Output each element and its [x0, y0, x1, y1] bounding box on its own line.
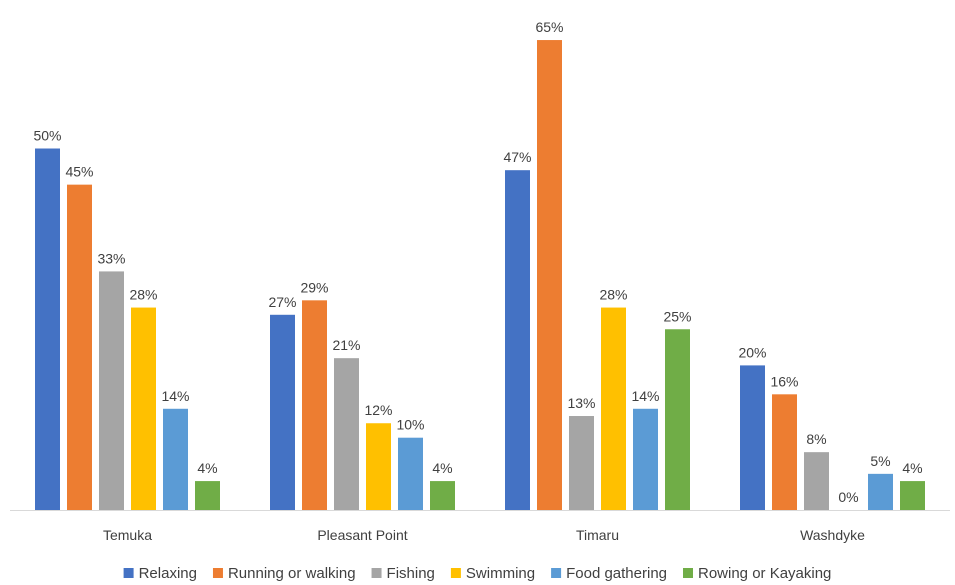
category-label-washdyke: Washdyke — [800, 527, 865, 543]
legend-label-relaxing: Relaxing — [139, 565, 197, 582]
legend-label-running-or-walking: Running or walking — [228, 565, 356, 582]
data-label-temuka-food-gathering: 14% — [161, 388, 189, 404]
legend-swatch-rowing-or-kayaking — [683, 568, 693, 578]
data-label-timaru-rowing-or-kayaking: 25% — [663, 308, 691, 324]
data-label-timaru-swimming: 28% — [599, 287, 627, 303]
data-label-temuka-running-or-walking: 45% — [65, 164, 93, 180]
bar-timaru-rowing-or-kayaking — [665, 329, 690, 510]
category-label-timaru: Timaru — [576, 527, 619, 543]
legend-item-swimming: Swimming — [450, 565, 535, 582]
bar-temuka-food-gathering — [163, 408, 188, 510]
bar-pleasant-point-rowing-or-kayaking — [430, 481, 455, 510]
data-label-temuka-relaxing: 50% — [33, 128, 61, 144]
data-label-washdyke-fishing: 8% — [806, 431, 826, 447]
legend-swatch-relaxing — [123, 568, 134, 578]
bar-pleasant-point-relaxing — [270, 314, 295, 510]
bar-timaru-relaxing — [505, 170, 530, 510]
legend-label-fishing: Fishing — [387, 565, 435, 582]
legend-item-relaxing: Relaxing — [123, 565, 197, 582]
data-label-temuka-rowing-or-kayaking: 4% — [197, 460, 217, 476]
data-label-timaru-fishing: 13% — [567, 395, 595, 411]
bar-washdyke-fishing — [804, 452, 829, 510]
legend-label-rowing-or-kayaking: Rowing or Kayaking — [698, 565, 831, 582]
bar-timaru-fishing — [569, 416, 594, 510]
data-label-temuka-fishing: 33% — [97, 250, 125, 266]
data-label-washdyke-swimming: 0% — [838, 489, 858, 505]
data-label-pleasant-point-rowing-or-kayaking: 4% — [432, 460, 452, 476]
bar-timaru-food-gathering — [633, 408, 658, 510]
data-label-washdyke-running-or-walking: 16% — [770, 373, 798, 389]
bar-temuka-swimming — [131, 307, 156, 510]
data-label-washdyke-relaxing: 20% — [738, 344, 766, 360]
legend-swatch-food-gathering — [551, 568, 562, 578]
legend: Relaxing Running or walking Fishing Swimmin… — [123, 565, 831, 582]
bar-timaru-swimming — [601, 307, 626, 510]
bar-pleasant-point-running-or-walking — [302, 300, 327, 510]
legend-item-rowing-or-kayaking: Rowing or Kayaking — [683, 565, 831, 582]
bar-temuka-rowing-or-kayaking — [195, 481, 220, 510]
bar-washdyke-food-gathering — [868, 473, 893, 510]
data-labels-layer: 50% 45% 33% 28% 14% 4% 27%29% 21% 12%10% 4% 47% 65%… — [33, 19, 922, 505]
category-labels-layer: Temuka Pleasant Point Timaru Washdyke — [103, 527, 865, 543]
data-label-washdyke-rowing-or-kayaking: 4% — [902, 460, 922, 476]
bars-layer — [35, 40, 925, 511]
bar-temuka-relaxing — [35, 148, 60, 510]
bar-pleasant-point-swimming — [366, 423, 391, 510]
data-label-timaru-relaxing: 47% — [503, 149, 531, 165]
bar-washdyke-rowing-or-kayaking — [900, 481, 925, 510]
bar-washdyke-relaxing — [740, 365, 765, 510]
bar-temuka-fishing — [99, 271, 124, 510]
data-label-timaru-food-gathering: 14% — [631, 388, 659, 404]
category-label-temuka: Temuka — [103, 527, 152, 543]
bar-washdyke-running-or-walking — [772, 394, 797, 510]
data-label-pleasant-point-swimming: 12% — [364, 402, 392, 418]
bar-timaru-running-or-walking — [537, 40, 562, 511]
data-label-washdyke-food-gathering: 5% — [870, 453, 890, 469]
legend-swatch-fishing — [371, 568, 382, 578]
bar-pleasant-point-food-gathering — [398, 437, 423, 510]
data-label-pleasant-point-food-gathering: 10% — [396, 417, 424, 433]
data-label-pleasant-point-fishing: 21% — [332, 337, 360, 353]
bar-pleasant-point-fishing — [334, 358, 359, 510]
legend-swatch-swimming — [450, 568, 461, 578]
legend-label-swimming: Swimming — [466, 565, 535, 582]
legend-swatch-running-or-walking — [212, 568, 223, 578]
data-label-pleasant-point-running-or-walking: 29% — [300, 279, 328, 295]
bar-temuka-running-or-walking — [67, 184, 92, 510]
legend-item-fishing: Fishing — [371, 565, 435, 582]
legend-item-food-gathering: Food gathering — [551, 565, 667, 582]
category-label-pleasant-point: Pleasant Point — [317, 527, 407, 543]
data-label-timaru-running-or-walking: 65% — [535, 19, 563, 35]
data-label-pleasant-point-relaxing: 27% — [268, 294, 296, 310]
data-label-temuka-swimming: 28% — [129, 287, 157, 303]
legend-item-running-or-walking: Running or walking — [212, 565, 356, 582]
legend-label-food-gathering: Food gathering — [566, 565, 667, 582]
